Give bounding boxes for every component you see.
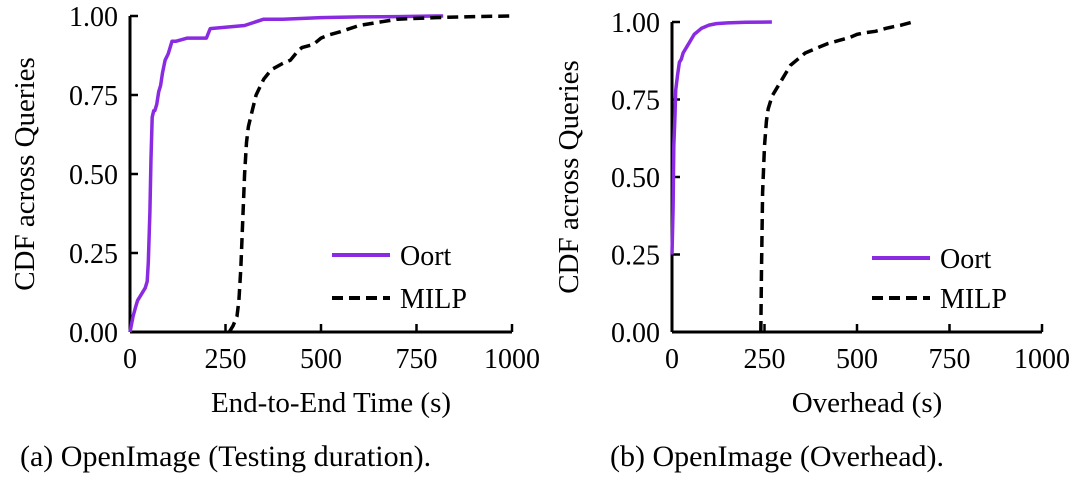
y-tick-label: 0.75 [611, 86, 660, 117]
y-axis-label: CDF across Queries [9, 57, 41, 291]
chart-panel-b: 0.00 0.25 0.50 0.75 1.00 0 250 500 750 1000 Overhe… [540, 0, 1080, 494]
x-tick-label: 750 [396, 344, 438, 375]
series-line-milp [227, 14, 513, 333]
x-tick-label: 1000 [1014, 344, 1070, 375]
x-tick-label: 500 [836, 344, 878, 375]
y-tick-label: 0.25 [611, 241, 660, 272]
series-line-oort [670, 20, 772, 255]
y-tick-label: 0.75 [69, 81, 118, 112]
legend-label-oort: Oort [940, 244, 992, 275]
y-tick-label: 0.00 [69, 318, 118, 349]
y-tick-label: 0.50 [69, 160, 118, 191]
x-tick-label: 750 [929, 344, 971, 375]
x-axis-label: Overhead (s) [792, 387, 943, 419]
x-tick-label: 250 [744, 344, 786, 375]
legend-label-milp: MILP [940, 284, 1007, 315]
legend-label-milp: MILP [400, 284, 467, 315]
x-axis-label: End-to-End Time (s) [211, 387, 451, 419]
x-tick-label: 250 [205, 344, 247, 375]
chart-panel-a: 0.00 0.25 0.50 0.75 1.00 0 250 500 750 1000 End-to… [9, 2, 540, 473]
series-line-oort [128, 14, 444, 333]
y-tick-label: 0.25 [69, 239, 118, 270]
legend-label-oort: Oort [400, 241, 452, 272]
x-tick-label: 1000 [484, 344, 540, 375]
y-tick-label: 0.00 [611, 318, 660, 349]
y-tick-label: 1.00 [69, 2, 118, 33]
caption-b: (b) OpenImage (Overhead). [610, 440, 944, 473]
chart-b-svg: 0.00 0.25 0.50 0.75 1.00 0 250 500 750 1000 Overhe… [553, 8, 1070, 419]
y-tick-label: 0.50 [611, 163, 660, 194]
chart-a-svg: 0.00 0.25 0.50 0.75 1.00 0 250 500 750 1000 End-to… [9, 2, 540, 419]
caption-a: (a) OpenImage (Testing duration). [20, 440, 432, 473]
x-tick-label: 500 [300, 344, 342, 375]
x-tick-label: 0 [665, 344, 679, 375]
series-line-milp [759, 20, 913, 333]
x-tick-label: 0 [123, 344, 137, 375]
y-tick-label: 1.00 [611, 8, 660, 39]
y-axis-label: CDF across Queries [553, 60, 585, 294]
